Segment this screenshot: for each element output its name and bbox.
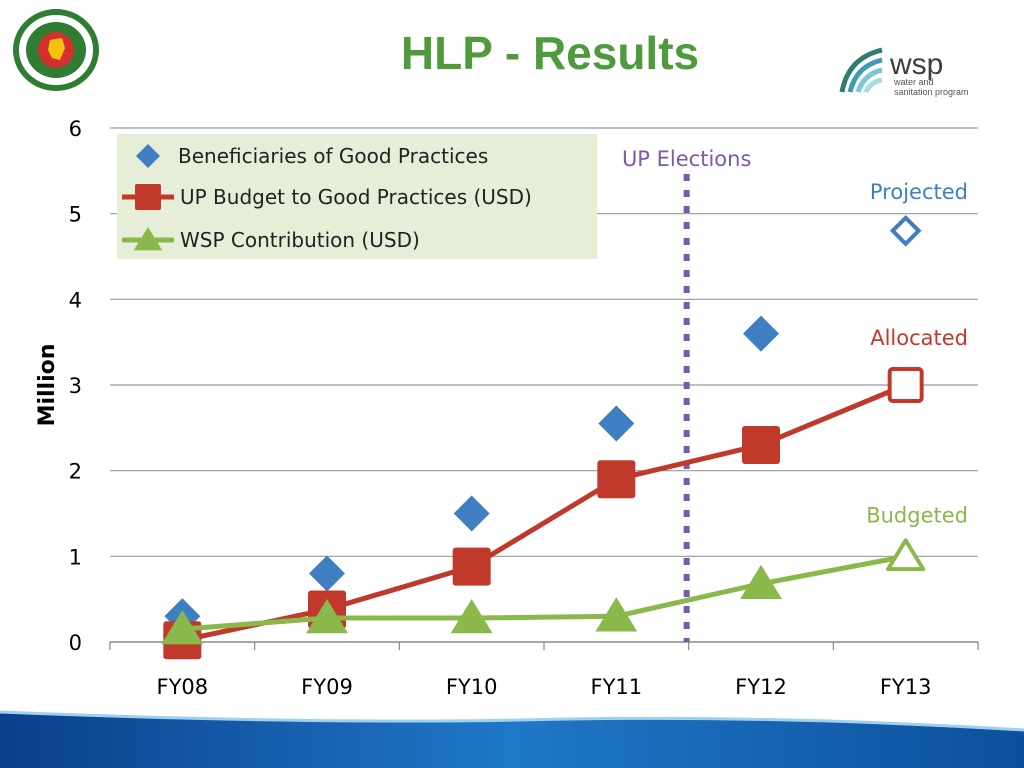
data-point-triangle: [161, 610, 204, 645]
series-line: [182, 553, 907, 632]
wsp-brand: wsp: [889, 48, 943, 81]
legend-label: WSP Contribution (USD): [180, 228, 420, 252]
footer-wave: [0, 710, 1024, 768]
annotation-label: Budgeted: [866, 503, 968, 527]
legend-marker-square: [135, 184, 161, 210]
x-tick-label: FY09: [301, 675, 353, 699]
x-tick-label: FY13: [880, 675, 932, 699]
wsp-wave-icon: [839, 47, 883, 94]
y-tick-label: 5: [69, 203, 82, 227]
data-point-square: [742, 425, 780, 464]
legend-label: UP Budget to Good Practices (USD): [180, 185, 532, 209]
y-tick-label: 2: [69, 460, 82, 484]
series-annotations: Projected Allocated Budgeted: [866, 180, 968, 528]
up-elections-marker: UP Elections: [622, 147, 751, 642]
wsp-logo: wsp water and sanitation program: [839, 47, 969, 97]
data-point-diamond: [743, 315, 779, 352]
y-tick-label: 6: [69, 117, 82, 141]
data-point-diamond: [309, 555, 345, 592]
data-point-square: [597, 460, 636, 499]
legend-marker-triangle: [133, 227, 163, 251]
x-tick-label: FY10: [446, 675, 498, 699]
data-point-square: [887, 367, 924, 403]
government-seal-logo: [13, 9, 99, 91]
data-point-diamond: [598, 405, 635, 442]
y-axis-ticks: 0 1 2 3 4 5 6: [69, 117, 82, 655]
y-tick-label: 3: [69, 374, 82, 398]
y-tick-label: 1: [69, 545, 82, 569]
wsp-tagline-2: sanitation program: [894, 87, 969, 97]
y-axis-label: Million: [35, 344, 60, 427]
data-point-triangle: [886, 538, 926, 572]
data-point-square: [452, 547, 491, 586]
data-point-triangle: [306, 599, 348, 634]
legend-marker-diamond: [136, 144, 160, 168]
chart-series: [161, 214, 926, 660]
y-tick-label: 0: [69, 631, 82, 655]
annotation-label: Allocated: [870, 326, 968, 350]
x-tick-label: FY11: [591, 675, 643, 699]
annotation-label: Projected: [870, 180, 968, 204]
data-point-diamond: [453, 495, 490, 532]
legend-box: [117, 134, 597, 259]
up-elections-label: UP Elections: [622, 147, 751, 171]
x-tick-label: FY08: [157, 675, 209, 699]
series-3: [161, 538, 926, 645]
data-point-triangle: [740, 564, 782, 599]
y-tick-label: 4: [69, 288, 82, 312]
x-tick-label: FY12: [735, 675, 787, 699]
data-point-diamond: [889, 214, 922, 247]
wsp-tagline-1: water and: [893, 77, 934, 87]
legend-label: Beneficiaries of Good Practices: [178, 144, 488, 168]
x-axis-ticks: FY08 FY09 FY10 FY11 FY12 FY13: [109, 642, 979, 699]
series-line: [181, 382, 907, 643]
chart-legend: Beneficiaries of Good Practices UP Budget…: [117, 134, 597, 259]
data-point-triangle: [595, 597, 638, 632]
slide-title: HLP - Results: [400, 27, 700, 79]
data-point-triangle: [450, 599, 493, 634]
